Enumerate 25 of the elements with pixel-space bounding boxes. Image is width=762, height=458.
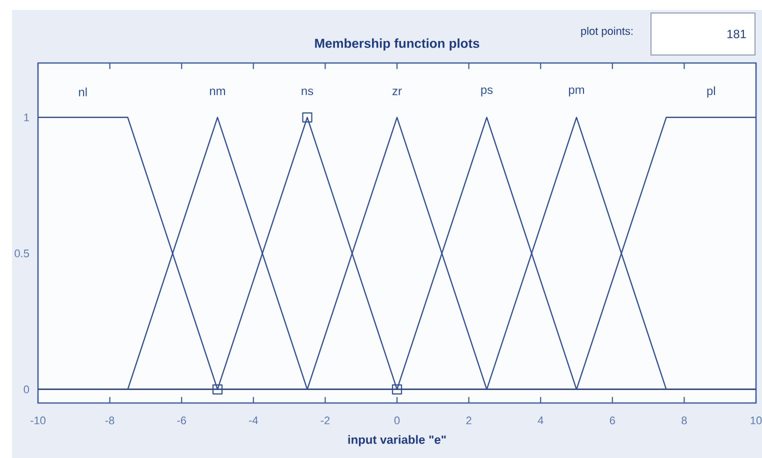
text: 181 xyxy=(727,30,746,38)
x-tick-label: -6 xyxy=(177,416,186,424)
chart-title: Membership function plots xyxy=(315,38,480,50)
text: plot points: xyxy=(581,26,632,38)
series-label: nm xyxy=(210,88,226,96)
series-label: ns xyxy=(302,88,314,96)
series-label: pl xyxy=(707,86,715,98)
y-tick-label: 0 xyxy=(24,386,30,394)
series-label: zr xyxy=(392,88,402,96)
x-tick-label: 10 xyxy=(750,416,762,424)
x-tick-label: -2 xyxy=(320,416,330,424)
x-tick-label: -4 xyxy=(249,416,258,424)
series-label: ps xyxy=(481,87,493,96)
x-tick-label: 4 xyxy=(538,416,544,424)
x-tick-label: 8 xyxy=(682,416,687,424)
y-tick-label: 1 xyxy=(24,114,29,122)
x-tick-label: -8 xyxy=(105,416,114,424)
series-label: nl xyxy=(79,88,87,96)
x-tick-label: -10 xyxy=(30,416,46,424)
series-label: pm xyxy=(568,87,584,96)
x-tick-label: 2 xyxy=(466,416,472,424)
y-tick-label: 0.5 xyxy=(14,250,30,258)
x-tick-label: 0 xyxy=(394,416,400,424)
x-tick-label: 6 xyxy=(610,416,615,424)
x-axis-title: input variable "e" xyxy=(348,435,446,446)
